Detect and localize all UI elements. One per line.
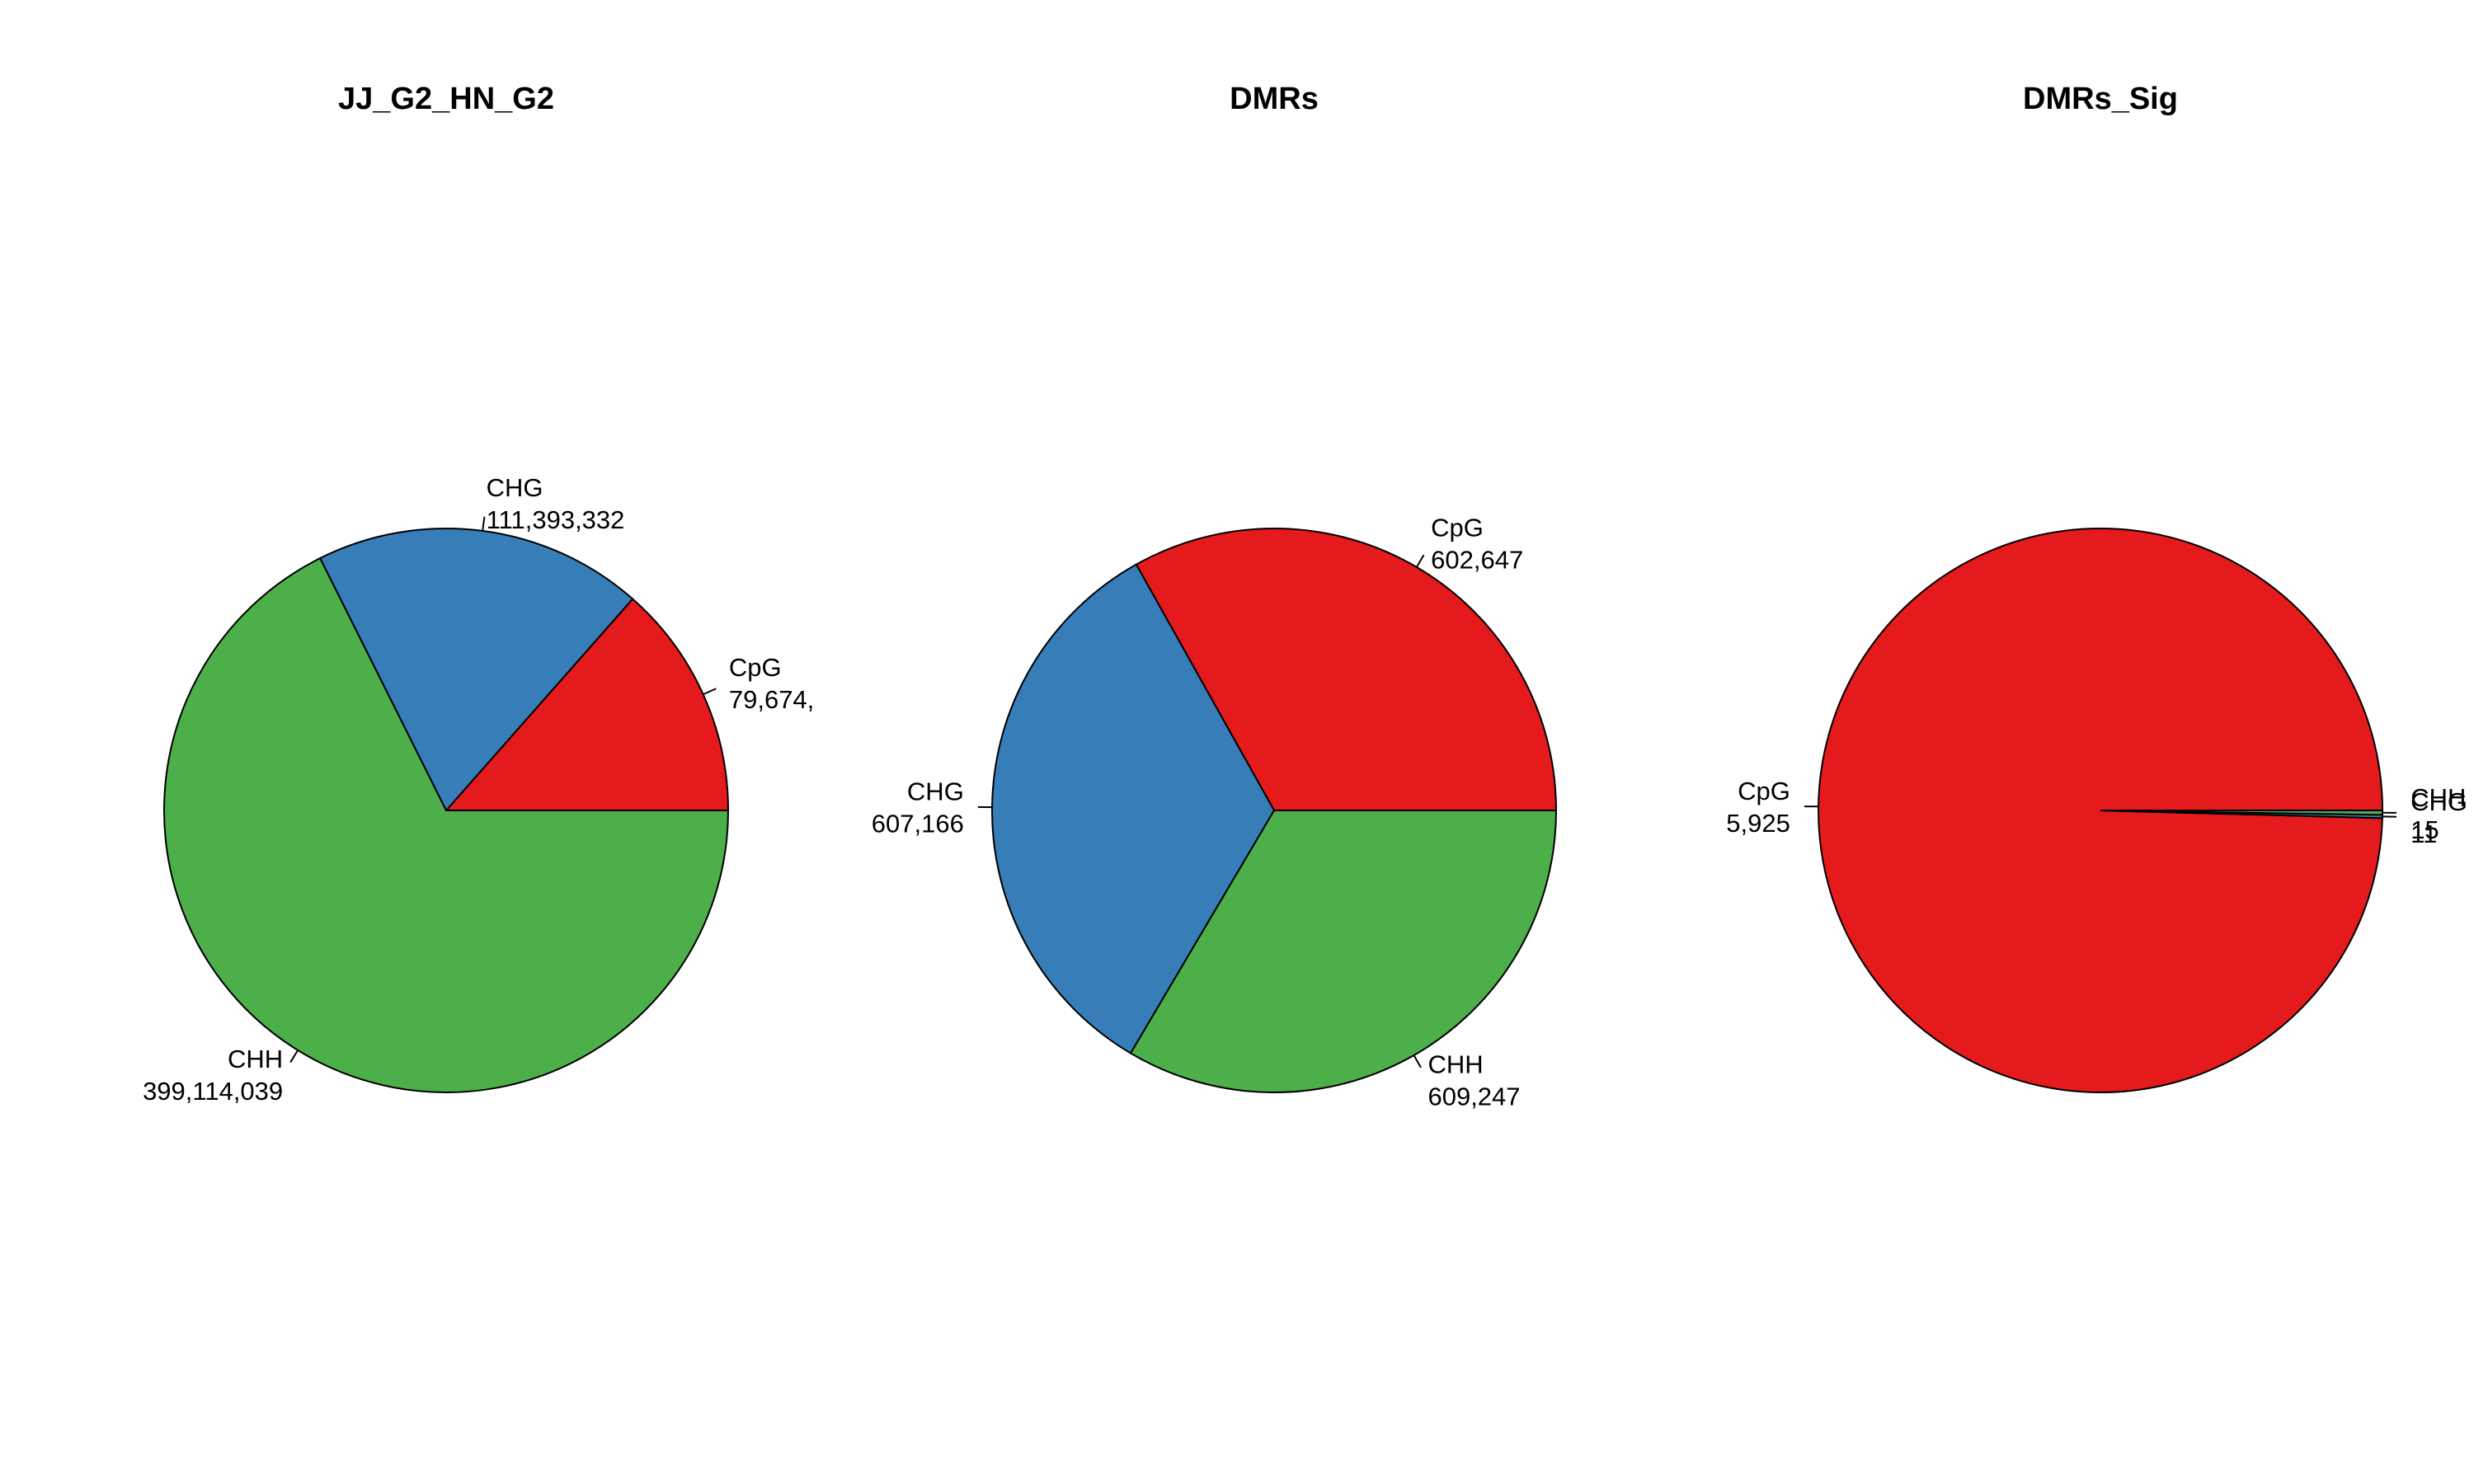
pie-slice (318, 528, 634, 812)
pie-slice (163, 556, 730, 1093)
slice-value: 609,247 (1427, 1082, 1520, 1111)
label-tick (1416, 554, 1425, 568)
slice-value: 15 (2411, 815, 2439, 844)
label-tick (482, 516, 486, 531)
slice-value: 79,674, (729, 685, 814, 714)
slice-value: 602,647 (1431, 545, 1523, 574)
slice-value: 11 (2411, 819, 2437, 848)
chart-title: DMRs_Sig (2023, 82, 2178, 116)
slice-label: CpG (729, 653, 782, 682)
slice-label: CHG (487, 473, 543, 502)
slice-value: 5,925 (1726, 809, 1790, 838)
pie-panel: JJ_G2_HN_G2 CpG 79,674, CHG 111,393,332 CHH 39… (143, 82, 814, 1106)
slice-label: CpG (1738, 777, 1790, 805)
slice-value: 111,393,332 (487, 505, 625, 534)
slice-value: 399,114,039 (143, 1077, 283, 1106)
pie-panel: DMRs_Sig CpG 5,925 CHG 11 CHH 15 (1726, 82, 2467, 1093)
slice-label: CHG (907, 777, 964, 806)
slice-label: CHG (2411, 787, 2467, 816)
pie-slice (1135, 528, 1558, 811)
chart-title: DMRs (1230, 82, 1319, 116)
label-tick (289, 1050, 299, 1063)
slice-label: CHH (2411, 783, 2466, 812)
label-tick (703, 688, 717, 696)
slice-label: CHH (228, 1045, 283, 1073)
pie-panel: DMRs CpG 602,647 CHG 607,166 CHH 609,247 (872, 82, 1558, 1111)
slice-label: CHH (1427, 1050, 1483, 1079)
pie-slice (1129, 810, 1558, 1093)
pie-slice (444, 598, 730, 811)
slice-label: CpG (1431, 513, 1484, 542)
pie-slice (991, 563, 1276, 1054)
slice-value: 607,166 (872, 810, 964, 838)
label-tick (1413, 1054, 1422, 1068)
chart-title: JJ_G2_HN_G2 (338, 82, 554, 116)
